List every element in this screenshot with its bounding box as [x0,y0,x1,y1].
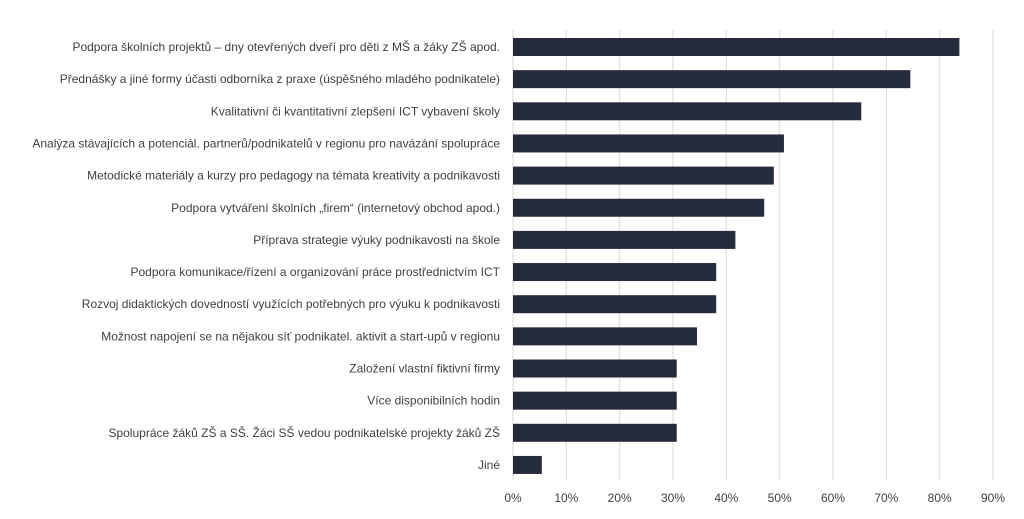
category-label: Více disponibilních hodin [367,394,500,408]
x-tick-label: 60% [821,491,845,505]
bar [513,327,697,346]
x-axis-tick-labels: 0% 10% 20% 30% 40% 50% 60% 70% 80% 90% [504,491,1005,505]
category-label: Analýza stávajících a potenciál. partner… [32,136,500,150]
x-tick-label: 80% [928,491,952,505]
gridlines [512,30,994,480]
category-label: Metodické materiály a kurzy pro pedagogy… [87,169,500,183]
bar [513,38,960,56]
x-tick-label: 0% [504,491,522,505]
category-label: Podpora vytváření školních „firem“ (inte… [171,201,500,215]
x-tick-label: 50% [768,491,792,505]
bar [513,391,677,410]
bar [513,295,717,314]
bar [513,455,542,474]
bar [513,230,736,249]
category-label: Podpora školních projektů – dny otevřený… [72,39,500,54]
category-label: Jiné [478,458,500,472]
category-labels: Podpora školních projektů – dny otevřený… [32,39,500,472]
x-tick-label: 20% [608,491,632,505]
category-label: Kvalitativní či kvantitativní zlepšení I… [211,104,500,118]
x-tick-label: 90% [981,491,1005,505]
category-label: Příprava strategie výuky podnikavosti na… [253,233,500,247]
category-label: Spolupráce žáků ZŠ a SŠ. Žáci SŠ vedou p… [108,425,500,440]
x-tick-label: 30% [661,491,685,505]
bar [513,263,717,282]
category-label: Podpora komunikace/řízení a organizování… [130,265,500,279]
category-label: Rozvoj didaktických dovedností využících… [82,297,500,311]
bar [513,102,862,121]
bar [513,359,677,378]
category-label: Přednášky a jiné formy účasti odborníka … [60,72,500,86]
bar [513,70,911,89]
category-label: Možnost napojení se na nějakou síť podni… [101,329,500,343]
x-tick-label: 10% [554,491,578,505]
bar [513,423,677,442]
bar [513,134,784,153]
bars [513,38,960,474]
bar [513,166,774,185]
bar [513,198,765,217]
category-label: Založení vlastní fiktivní firmy [349,362,500,376]
x-tick-label: 40% [714,491,738,505]
x-tick-label: 70% [874,491,898,505]
